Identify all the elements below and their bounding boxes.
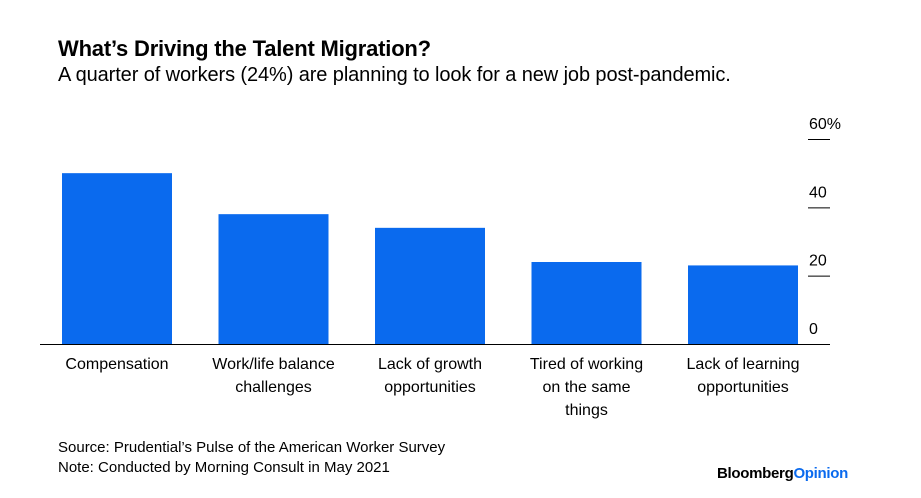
x-tick-label-1: Compensation <box>65 356 168 373</box>
x-tick-label-4: Tired of working on the same things <box>530 356 643 419</box>
source-note: Source: Prudential’s Pulse of the Americ… <box>58 439 446 456</box>
bar-4 <box>531 262 642 344</box>
y-tick-label-40: 40 <box>809 184 827 201</box>
bar-2 <box>218 214 329 344</box>
bar-3 <box>375 227 485 344</box>
chart-footnotes: Source: Prudential’s Pulse of the Americ… <box>58 438 445 478</box>
chart-title: What’s Driving the Talent Migration? <box>58 36 431 61</box>
x-tick-label-5: Lack of learning opportunities <box>687 356 800 396</box>
y-tick-label-20: 20 <box>809 253 827 270</box>
y-tick-label-60: 60% <box>809 116 841 133</box>
bar-chart: Compensation Work/life balance challenges L… <box>40 116 841 419</box>
logo-brand: Bloomberg <box>716 465 794 482</box>
x-tick-label-2: Work/life balance challenges <box>212 356 335 396</box>
bar-5 <box>688 265 798 344</box>
logo-section: Opinion <box>793 465 848 482</box>
bloomberg-opinion-logo: BloombergOpinion <box>717 465 848 482</box>
x-tick-label-3: Lack of growth opportunities <box>378 356 482 396</box>
bar-1 <box>62 173 172 344</box>
survey-note: Note: Conducted by Morning Consult in Ma… <box>58 459 390 476</box>
y-tick-label-0: 0 <box>809 321 818 338</box>
chart-subtitle: A quarter of workers (24%) are planning … <box>58 64 731 86</box>
